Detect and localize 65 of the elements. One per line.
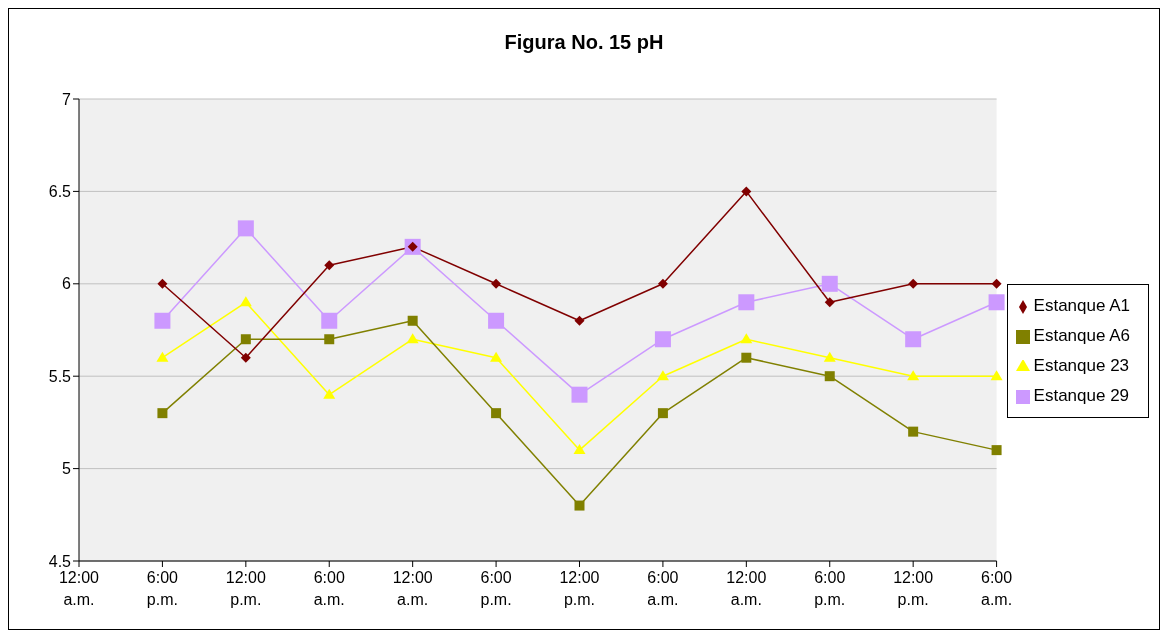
point xyxy=(657,278,668,289)
point xyxy=(823,351,836,362)
point xyxy=(573,444,586,455)
legend-label: Estanque A6 xyxy=(1033,326,1130,345)
point xyxy=(908,278,919,289)
x-tick-label: 6:00 a.m. xyxy=(647,569,679,608)
point xyxy=(488,312,505,329)
point xyxy=(991,445,1002,456)
y-tick-label: 6 xyxy=(62,275,72,293)
point xyxy=(237,220,254,237)
y-tick-label: 6.5 xyxy=(48,183,72,201)
x-tick-label: 6:00 a.m. xyxy=(981,569,1013,608)
x-tick-label: 12:00 a.m. xyxy=(726,569,767,608)
point xyxy=(154,312,171,329)
point xyxy=(988,294,1005,311)
point xyxy=(821,275,838,292)
legend-label: Estanque 23 xyxy=(1033,356,1130,375)
point xyxy=(654,331,671,348)
point xyxy=(738,294,755,311)
legend-label: Estanque 29 xyxy=(1033,386,1130,405)
point xyxy=(741,352,752,363)
point xyxy=(656,370,669,381)
y-tick-label: 7 xyxy=(62,90,72,108)
x-tick-label: 6:00 p.m. xyxy=(146,569,179,608)
x-tick-label: 6:00 a.m. xyxy=(313,569,345,608)
point xyxy=(657,408,668,419)
point xyxy=(574,500,585,511)
point xyxy=(824,371,835,382)
point xyxy=(239,296,252,307)
point xyxy=(323,388,336,399)
point xyxy=(240,334,251,345)
point xyxy=(491,278,502,289)
point xyxy=(908,426,919,437)
x-tick-label: 12:00 p.m. xyxy=(893,569,934,608)
point xyxy=(324,260,335,271)
x-tick-label: 12:00 p.m. xyxy=(225,569,266,608)
point xyxy=(990,370,1003,381)
y-tick-label: 5 xyxy=(62,460,72,478)
point xyxy=(321,312,338,329)
x-tick-label: 12:00 a.m. xyxy=(58,569,100,608)
point xyxy=(157,408,168,419)
y-tick-label: 4.5 xyxy=(48,552,72,570)
point xyxy=(324,334,335,345)
point xyxy=(740,333,753,344)
chart-title: Figura No. 15 pH xyxy=(503,30,665,55)
point xyxy=(907,370,920,381)
x-tick-label: 6:00 p.m. xyxy=(814,569,846,608)
point xyxy=(157,278,168,289)
point xyxy=(741,186,752,197)
point xyxy=(824,297,835,308)
point xyxy=(571,386,588,403)
point xyxy=(490,351,503,362)
point xyxy=(240,352,251,363)
x-tick-label: 6:00 p.m. xyxy=(480,569,512,608)
point xyxy=(574,315,585,326)
legend-label: Estanque A1 xyxy=(1033,296,1130,315)
point xyxy=(991,278,1002,289)
point xyxy=(406,333,419,344)
point xyxy=(156,351,169,362)
x-tick-label: 12:00 a.m. xyxy=(392,569,433,608)
y-tick-label: 5.5 xyxy=(48,367,72,385)
x-tick-label: 12:00 p.m. xyxy=(559,569,600,608)
point xyxy=(491,408,502,419)
point xyxy=(905,331,922,348)
point xyxy=(407,315,418,326)
